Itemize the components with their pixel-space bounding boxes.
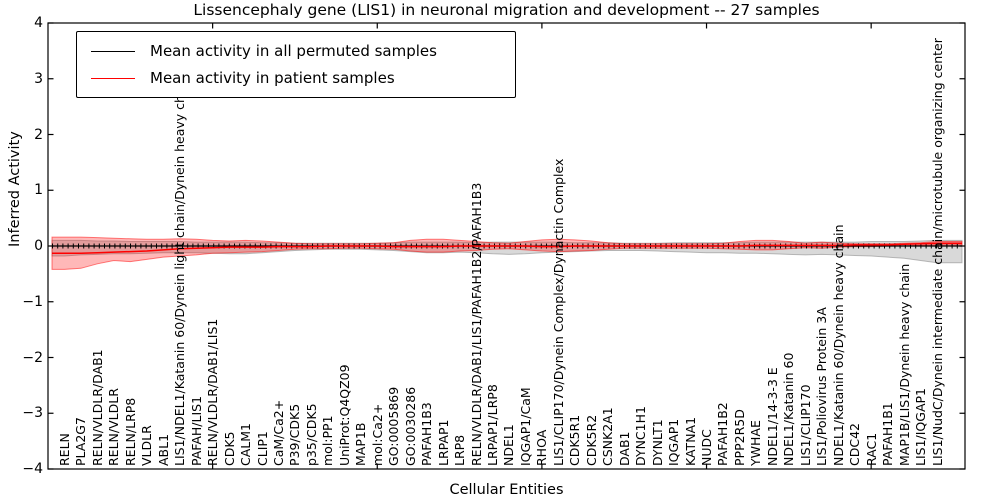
legend-box: Mean activity in all permuted samples Me…	[76, 31, 516, 98]
patient-line-swatch	[91, 77, 135, 79]
y-tick-label: 4	[34, 15, 43, 31]
legend-entry-permuted: Mean activity in all permuted samples	[77, 41, 515, 61]
chart-title: Lissencephaly gene (LIS1) in neuronal mi…	[193, 1, 820, 19]
legend-label-patient: Mean activity in patient samples	[150, 69, 395, 87]
permuted-line-swatch	[91, 50, 135, 52]
legend-label-permuted: Mean activity in all permuted samples	[150, 42, 437, 60]
y-tick-label: −1	[22, 293, 43, 310]
y-tick-label: −2	[22, 349, 43, 366]
y-tick-label: −3	[22, 405, 43, 422]
y-tick-label: 3	[34, 70, 43, 87]
y-tick-label: 1	[34, 182, 43, 199]
y-tick-label: 0	[34, 238, 43, 254]
x-axis-label: Cellular Entities	[449, 482, 564, 498]
patient-mean-line	[52, 242, 962, 254]
y-tick-label: 2	[34, 126, 43, 143]
y-tick-label: −4	[22, 461, 43, 477]
legend-entry-patient: Mean activity in patient samples	[77, 68, 515, 88]
